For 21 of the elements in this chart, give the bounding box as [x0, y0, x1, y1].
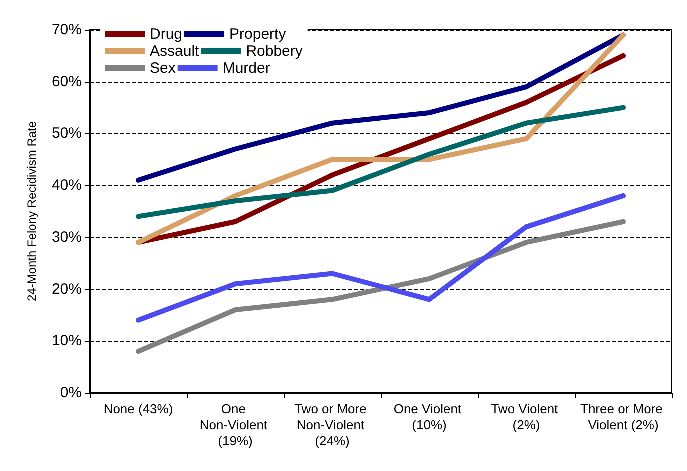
legend-label: Assault: [150, 43, 200, 60]
y-tick-label: 20%: [52, 280, 82, 298]
x-tick-label: Two or More Non-Violent (24%): [294, 402, 370, 448]
x-tick-label: One Non-Violent (19%): [200, 402, 272, 448]
x-tick-label: Two Violent (2%): [491, 402, 562, 432]
x-tick-label: One Violent (10%): [394, 402, 466, 432]
y-tick-label: 0%: [60, 384, 82, 402]
legend-label: Robbery: [246, 43, 304, 60]
x-tick-label: Three or More Violent (2%): [580, 402, 666, 432]
legend-label: Property: [230, 26, 287, 43]
y-tick-label: 40%: [52, 177, 82, 194]
y-tick-label: 70%: [52, 22, 82, 38]
x-tick-label: None (43%): [104, 402, 174, 416]
legend-label: Drug: [150, 26, 183, 43]
y-tick-label: 50%: [52, 125, 82, 142]
y-tick-label: 10%: [52, 332, 82, 350]
y-tick-label: 30%: [52, 228, 82, 246]
y-axis-title: 24-Month Felony Recidivism Rate: [25, 121, 39, 302]
y-tick-label: 60%: [52, 73, 82, 90]
legend-label: Sex: [150, 60, 176, 77]
legend-label: Murder: [222, 60, 270, 77]
